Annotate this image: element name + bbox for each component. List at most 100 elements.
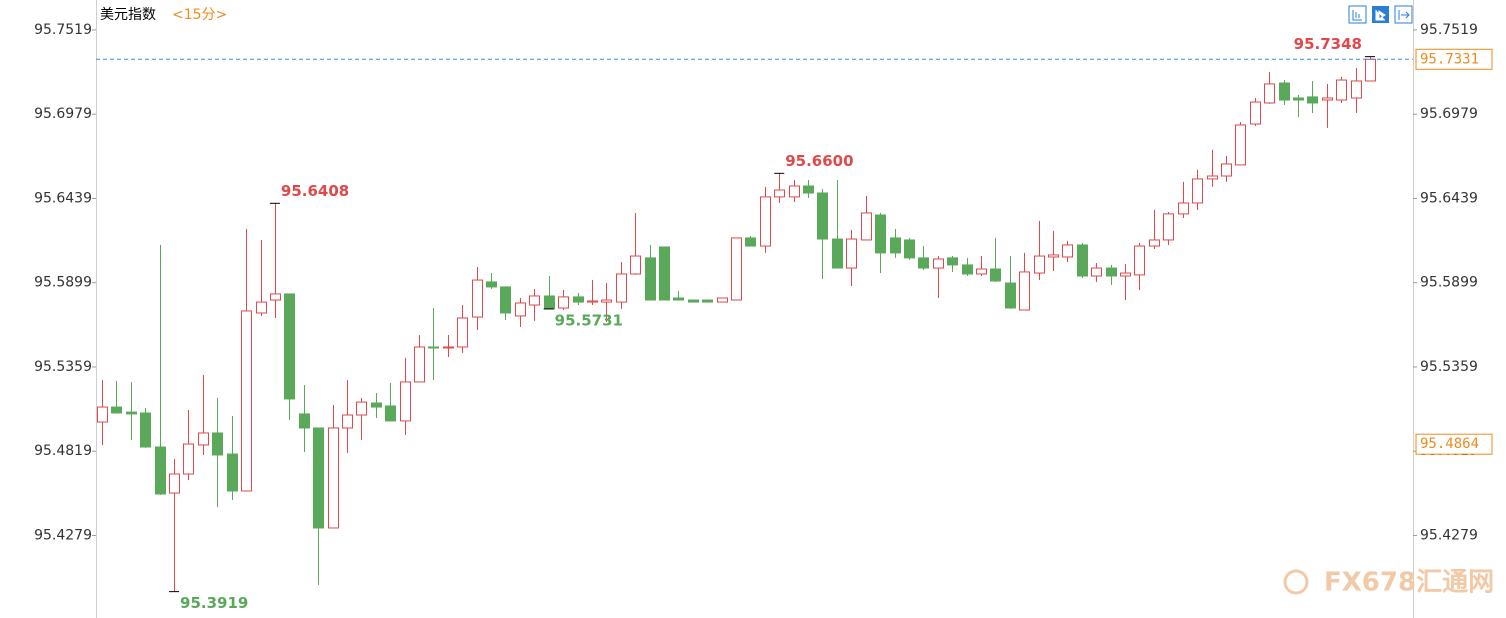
candle-body	[1351, 80, 1362, 99]
candle-body	[875, 214, 886, 254]
icon	[1352, 10, 1362, 21]
candle-body	[1192, 178, 1203, 204]
candle-body	[789, 185, 800, 198]
candle-body	[1019, 271, 1030, 311]
candle-body	[256, 301, 267, 314]
candle-body	[1279, 82, 1290, 101]
candle-body	[1077, 244, 1088, 277]
candle-body	[1091, 267, 1102, 277]
candle-body	[832, 238, 843, 269]
candle-body	[1336, 79, 1347, 101]
candle-body	[904, 239, 915, 259]
candle-body	[803, 185, 814, 194]
candle-body	[1134, 245, 1145, 276]
candle-body	[126, 411, 137, 415]
candle-body	[846, 238, 857, 269]
icon	[1398, 10, 1410, 20]
candle-body	[472, 279, 483, 318]
candle-body	[198, 432, 209, 446]
candle-body	[356, 401, 367, 416]
extreme-label: 95.3919	[180, 594, 248, 612]
extreme-label: 95.6408	[281, 182, 349, 200]
extreme-label: 95.6600	[785, 152, 853, 170]
watermark-logo	[1283, 569, 1309, 595]
candle-body	[428, 346, 439, 349]
y-tick-label: 95.6439	[34, 190, 92, 206]
candle-body	[645, 257, 656, 301]
y-tick-label: 95.4279	[1420, 527, 1478, 543]
candle-body	[1221, 163, 1232, 177]
candle-body	[1149, 239, 1160, 247]
y-tick-label: 95.5359	[34, 359, 92, 375]
candle-body	[169, 473, 180, 494]
candle-body	[1062, 244, 1073, 258]
candle-body	[1163, 213, 1174, 241]
candle-body	[500, 286, 511, 314]
extreme-label: 95.5731	[555, 311, 623, 329]
candle-body	[817, 192, 828, 240]
candle-body	[515, 302, 526, 317]
candle-body	[371, 402, 382, 408]
price-tag: 95.4864	[1420, 436, 1479, 452]
candle-body	[227, 453, 238, 492]
candle-body	[760, 196, 771, 247]
candle-body	[1250, 101, 1261, 125]
y-tick-label: 95.5359	[1420, 359, 1478, 375]
candle-body	[400, 381, 411, 422]
candle-body	[1034, 255, 1045, 274]
candle-body	[573, 296, 584, 303]
candle-body	[717, 297, 728, 303]
candle-body	[414, 346, 425, 383]
candle-body	[155, 446, 166, 495]
candle-body	[1293, 97, 1304, 101]
candle-body	[284, 293, 295, 400]
candle-body	[486, 281, 497, 288]
candle-body	[962, 264, 973, 275]
candle-body	[976, 268, 987, 275]
y-tick-label: 95.7519	[34, 22, 92, 38]
extreme-label: 95.7348	[1294, 35, 1362, 53]
watermark: FX678汇通网	[1324, 568, 1494, 598]
y-tick-label: 95.7519	[1420, 22, 1478, 38]
icon	[1375, 10, 1386, 21]
y-tick-label: 95.6979	[34, 106, 92, 122]
candle-body	[457, 317, 468, 348]
candle-body	[702, 299, 713, 303]
candle-body	[443, 346, 454, 349]
candle-body	[544, 295, 555, 310]
candle-body	[558, 296, 569, 309]
candle-body	[774, 189, 785, 198]
candle-body	[183, 443, 194, 475]
candle-body	[933, 258, 944, 269]
candle-body	[673, 297, 684, 301]
candle-body	[616, 273, 627, 303]
candle-body	[890, 237, 901, 254]
candle-body	[313, 427, 324, 529]
candle-body	[1322, 97, 1333, 101]
candle-body	[731, 237, 742, 301]
y-tick-label: 95.5899	[34, 275, 92, 291]
candle-body	[659, 246, 670, 301]
candle-body	[688, 299, 699, 303]
candle-body	[212, 432, 223, 456]
candle-body	[587, 300, 598, 303]
chart-title: 美元指数	[100, 7, 156, 23]
candle-body	[1048, 254, 1059, 258]
candle-body	[140, 412, 151, 448]
candle-body	[1264, 83, 1275, 104]
price-tag-box	[1415, 433, 1493, 455]
candle-body	[1235, 124, 1246, 166]
candle-body	[1365, 58, 1376, 82]
toolbar	[1348, 5, 1413, 24]
period: <15分>	[172, 7, 227, 23]
candle-body	[385, 405, 396, 422]
candle-body	[241, 310, 252, 492]
candle-body	[270, 293, 281, 301]
candle-body	[111, 406, 122, 414]
y-tick-label: 95.6979	[1420, 106, 1478, 122]
candle-body	[299, 413, 310, 429]
y-tick-label: 95.4279	[34, 527, 92, 543]
candle-body	[918, 257, 929, 269]
candle-body	[1307, 96, 1318, 104]
